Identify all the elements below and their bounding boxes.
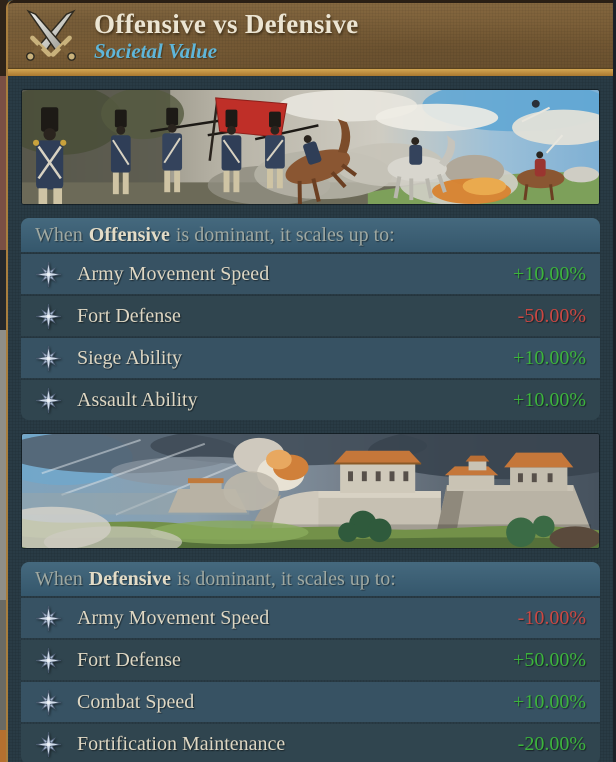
modifier-label[interactable]: Fort Defense bbox=[77, 304, 181, 327]
modifier-value: +50.00% bbox=[513, 648, 586, 671]
societal-value-tooltip: Offensive vs Defensive Societal Value bbox=[6, 0, 616, 762]
compass-rose-icon bbox=[35, 261, 62, 288]
modifier-value: -10.00% bbox=[517, 606, 586, 629]
heading-suffix: is dominant, it scales up to: bbox=[176, 567, 396, 590]
heading-suffix: is dominant, it scales up to: bbox=[175, 223, 395, 246]
compass-rose-icon bbox=[35, 303, 62, 330]
concept-link-offensive[interactable]: Offensive bbox=[88, 223, 170, 246]
tooltip-body: When Offensive is dominant, it scales up… bbox=[8, 89, 613, 762]
modifier-row: Fort Defense -50.00% bbox=[21, 296, 600, 336]
modifier-value: -50.00% bbox=[517, 304, 586, 327]
page-subtitle: Societal Value bbox=[94, 38, 218, 63]
modifier-label[interactable]: Fortification Maintenance bbox=[77, 732, 286, 755]
modifier-row: Army Movement Speed -10.00% bbox=[21, 598, 600, 638]
modifier-row: Combat Speed +10.00% bbox=[21, 682, 600, 722]
section-heading: When Offensive is dominant, it scales up… bbox=[21, 218, 600, 252]
compass-rose-icon bbox=[35, 689, 62, 716]
concept-link-defensive[interactable]: Defensive bbox=[88, 567, 171, 590]
battle-scene-image bbox=[21, 89, 600, 205]
compass-rose-icon bbox=[35, 731, 62, 758]
modifier-value: +10.00% bbox=[513, 262, 586, 285]
modifier-value: +10.00% bbox=[513, 346, 586, 369]
header-titles: Offensive vs Defensive Societal Value bbox=[94, 9, 359, 63]
fortress-scene-image bbox=[21, 433, 600, 549]
gold-divider bbox=[8, 68, 613, 76]
game-background-sliver bbox=[0, 0, 8, 762]
modifier-value: +10.00% bbox=[513, 690, 586, 713]
offensive-section: When Offensive is dominant, it scales up… bbox=[21, 218, 600, 420]
modifier-value: +10.00% bbox=[513, 388, 586, 411]
compass-rose-icon bbox=[35, 647, 62, 674]
modifier-row: Assault Ability +10.00% bbox=[21, 380, 600, 420]
compass-rose-icon bbox=[35, 345, 62, 372]
modifier-label[interactable]: Siege Ability bbox=[77, 346, 182, 369]
compass-rose-icon bbox=[35, 387, 62, 414]
page-title: Offensive vs Defensive bbox=[94, 8, 359, 39]
modifier-row: Siege Ability +10.00% bbox=[21, 338, 600, 378]
modifier-value: -20.00% bbox=[517, 732, 586, 755]
compass-rose-icon bbox=[35, 605, 62, 632]
heading-prefix: When bbox=[35, 223, 83, 246]
modifier-label[interactable]: Fort Defense bbox=[77, 648, 181, 671]
section-heading: When Defensive is dominant, it scales up… bbox=[21, 562, 600, 596]
tooltip-header: Offensive vs Defensive Societal Value bbox=[8, 0, 613, 68]
modifier-row: Fort Defense +50.00% bbox=[21, 640, 600, 680]
heading-prefix: When bbox=[35, 567, 83, 590]
modifier-row: Army Movement Speed +10.00% bbox=[21, 254, 600, 294]
modifier-label[interactable]: Assault Ability bbox=[77, 388, 198, 411]
defensive-section: When Defensive is dominant, it scales up… bbox=[21, 562, 600, 762]
modifier-row: Fortification Maintenance -20.00% bbox=[21, 724, 600, 762]
modifier-label[interactable]: Army Movement Speed bbox=[77, 606, 270, 629]
modifier-label[interactable]: Army Movement Speed bbox=[77, 262, 270, 285]
crossed-swords-icon bbox=[18, 7, 84, 65]
modifier-label[interactable]: Combat Speed bbox=[77, 690, 195, 713]
